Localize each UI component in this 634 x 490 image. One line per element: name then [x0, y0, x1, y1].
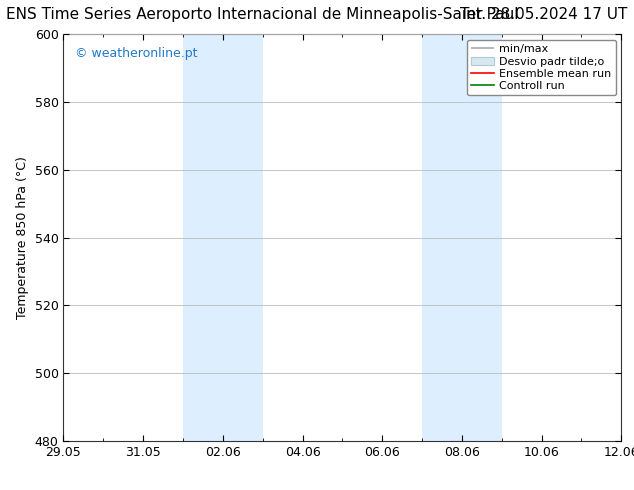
Bar [183, 34, 262, 441]
Text: Ter. 28.05.2024 17 UT: Ter. 28.05.2024 17 UT [460, 7, 628, 23]
Bar [422, 34, 501, 441]
Legend: min/max, Desvio padr tilde;o, Ensemble mean run, Controll run: min/max, Desvio padr tilde;o, Ensemble m… [467, 40, 616, 96]
Text: ENS Time Series Aeroporto Internacional de Minneapolis-Saint Paul: ENS Time Series Aeroporto Internacional … [6, 7, 519, 23]
Text: © weatheronline.pt: © weatheronline.pt [75, 47, 197, 59]
Y-axis label: Temperature 850 hPa (°C): Temperature 850 hPa (°C) [16, 156, 29, 319]
